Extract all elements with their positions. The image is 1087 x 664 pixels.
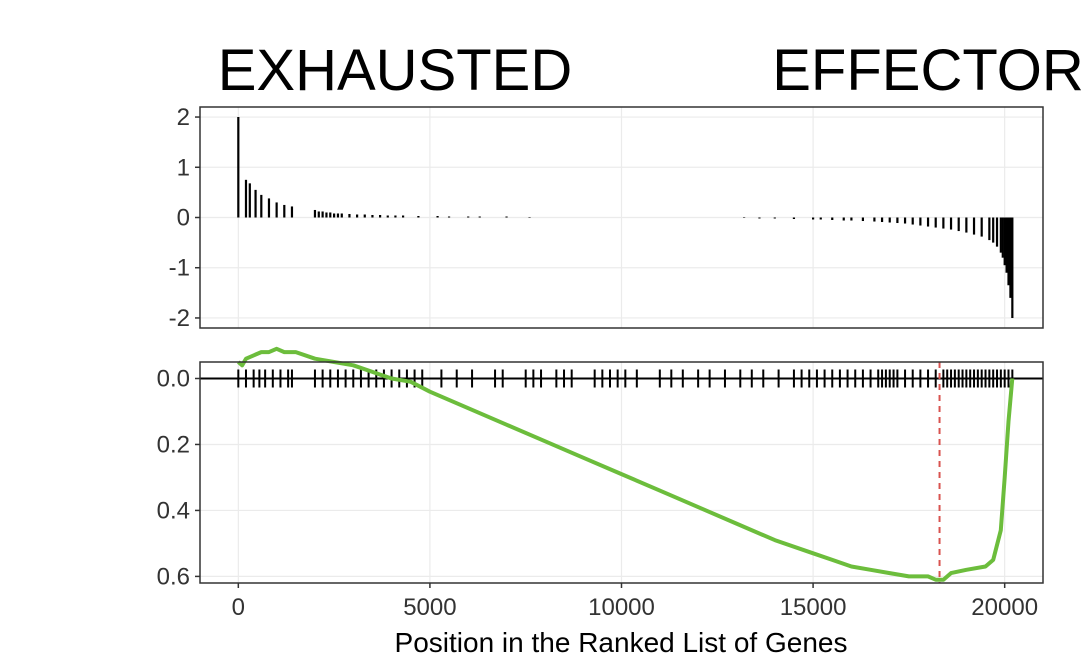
- x-tick-label: 10000: [588, 594, 655, 621]
- running-score-line: [237, 346, 1015, 582]
- y-tick-label: 2: [177, 104, 190, 131]
- x-tick-label: 20000: [971, 594, 1038, 621]
- x-tick-label: 5000: [403, 594, 456, 621]
- x-tick-label: 15000: [780, 594, 847, 621]
- y-tick-label: -2: [169, 305, 190, 332]
- x-tick-label: 0: [232, 594, 245, 621]
- x-axis-title: Position in the Ranked List of Genes: [395, 627, 848, 658]
- panel-border: [199, 106, 1044, 329]
- effector-label: EFFECTOR: [772, 38, 1084, 103]
- y-tick-label: 0.0: [157, 365, 190, 392]
- y-tick-label: 0: [177, 205, 190, 232]
- panel-border: [199, 361, 1044, 584]
- y-tick-label: 1: [177, 154, 190, 181]
- exhausted-label: EXHAUSTED: [218, 38, 573, 103]
- running-score-panel: 0 5000 10000 15000 20000 0.0 0.2 0.4 0.6: [157, 346, 1044, 621]
- y-tick-label: 0.6: [157, 563, 190, 590]
- y-tick-label: 0.2: [157, 431, 190, 458]
- ranked-metric-panel: 2 1 0 -1 -2: [169, 104, 1044, 332]
- y-tick-label: 0.4: [157, 497, 190, 524]
- y-tick-label: -1: [169, 255, 190, 282]
